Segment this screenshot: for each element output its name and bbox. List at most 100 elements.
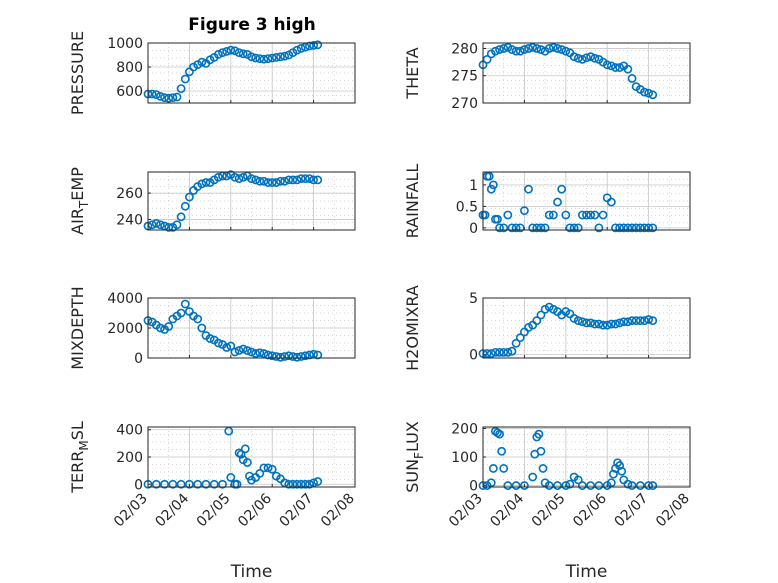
- data-point: [515, 223, 525, 233]
- data-point: [172, 220, 182, 230]
- data-point: [284, 479, 294, 489]
- data-point: [488, 180, 498, 190]
- data-point: [569, 223, 579, 233]
- y-tick-label: 200: [116, 450, 143, 466]
- data-point: [259, 349, 269, 358]
- data-point: [528, 42, 538, 52]
- data-point: [209, 479, 219, 489]
- data-point: [491, 347, 500, 357]
- data-point: [222, 47, 232, 56]
- data-point: [263, 350, 273, 360]
- data-point: [313, 40, 323, 50]
- data-point: [627, 316, 637, 326]
- data-point: [176, 212, 186, 222]
- data-point: [499, 464, 509, 473]
- data-point: [635, 481, 645, 490]
- data-point: [602, 60, 612, 70]
- data-point: [536, 45, 546, 54]
- data-point: [234, 174, 244, 183]
- data-point: [561, 481, 571, 490]
- data-point: [644, 481, 653, 490]
- y-tick-label: 260: [116, 186, 143, 202]
- y-tick-label: 5: [469, 291, 478, 307]
- data-point: [309, 175, 318, 185]
- data-point: [201, 479, 211, 489]
- data-point: [602, 320, 612, 330]
- y-axis-label: TERRMSL: [68, 421, 91, 494]
- data-point: [573, 475, 583, 485]
- data-point: [648, 316, 658, 326]
- data-point: [267, 351, 277, 361]
- data-point: [193, 314, 203, 324]
- data-point: [296, 352, 306, 361]
- data-point: [238, 172, 248, 182]
- data-point: [255, 348, 265, 358]
- data-point: [497, 446, 507, 456]
- data-point: [255, 468, 265, 478]
- y-tick-label: 280: [451, 41, 478, 57]
- data-point: [313, 175, 323, 185]
- y-axis-label: RAINFALL: [403, 164, 422, 239]
- data-point: [524, 184, 533, 194]
- data-point: [156, 323, 165, 333]
- data-point: [267, 178, 277, 187]
- data-point: [511, 223, 521, 233]
- data-point: [594, 481, 604, 490]
- data-point: [276, 176, 285, 186]
- data-point: [507, 45, 517, 54]
- data-point: [635, 316, 645, 326]
- data-point: [263, 463, 273, 473]
- data-point: [180, 74, 190, 84]
- data-point: [536, 223, 546, 233]
- y-tick-label: 200: [451, 421, 478, 437]
- data-point: [280, 51, 290, 61]
- data-point: [538, 464, 548, 473]
- axes-box: [482, 42, 691, 104]
- data-point: [594, 319, 604, 329]
- y-axis-label: H2OMIXRA: [403, 285, 422, 371]
- data-point: [300, 351, 310, 361]
- data-point: [520, 45, 529, 54]
- data-point: [230, 172, 240, 182]
- y-axis-label: THETA: [403, 47, 422, 99]
- data-point: [532, 223, 542, 233]
- data-point: [201, 178, 211, 187]
- data-point: [528, 223, 538, 233]
- data-point: [313, 477, 323, 486]
- data-point: [271, 352, 281, 361]
- data-point: [255, 54, 265, 63]
- data-point: [499, 223, 509, 233]
- data-point: [151, 90, 161, 99]
- data-point: [503, 210, 513, 220]
- data-point: [234, 48, 244, 57]
- data-point: [495, 347, 504, 357]
- data-point: [156, 220, 165, 230]
- data-point: [484, 171, 494, 181]
- data-point: [557, 184, 567, 194]
- data-point: [561, 210, 571, 220]
- data-point: [147, 220, 157, 230]
- data-point: [184, 479, 194, 489]
- data-point: [486, 478, 496, 488]
- data-point: [151, 219, 161, 228]
- data-point: [218, 48, 227, 57]
- data-point: [259, 54, 269, 64]
- data-point: [296, 479, 306, 489]
- data-point: [292, 352, 302, 362]
- data-point: [623, 64, 633, 74]
- data-point: [263, 178, 273, 187]
- y-tick-label: 1000: [107, 36, 143, 52]
- data-point: [267, 53, 277, 63]
- data-point: [503, 481, 513, 490]
- data-point: [544, 44, 554, 53]
- data-point: [222, 343, 232, 352]
- subplot-pressure: 600 800 1000 PRESSURE: [68, 31, 356, 115]
- data-point: [238, 344, 248, 354]
- data-point: [292, 45, 302, 55]
- subplot-rainfall: 0 0.5 1 RAINFALL: [403, 164, 691, 239]
- y-tick-label: 0.5: [456, 199, 478, 215]
- y-tick-label: 1: [469, 178, 478, 194]
- data-point: [548, 210, 558, 220]
- data-point: [627, 223, 637, 233]
